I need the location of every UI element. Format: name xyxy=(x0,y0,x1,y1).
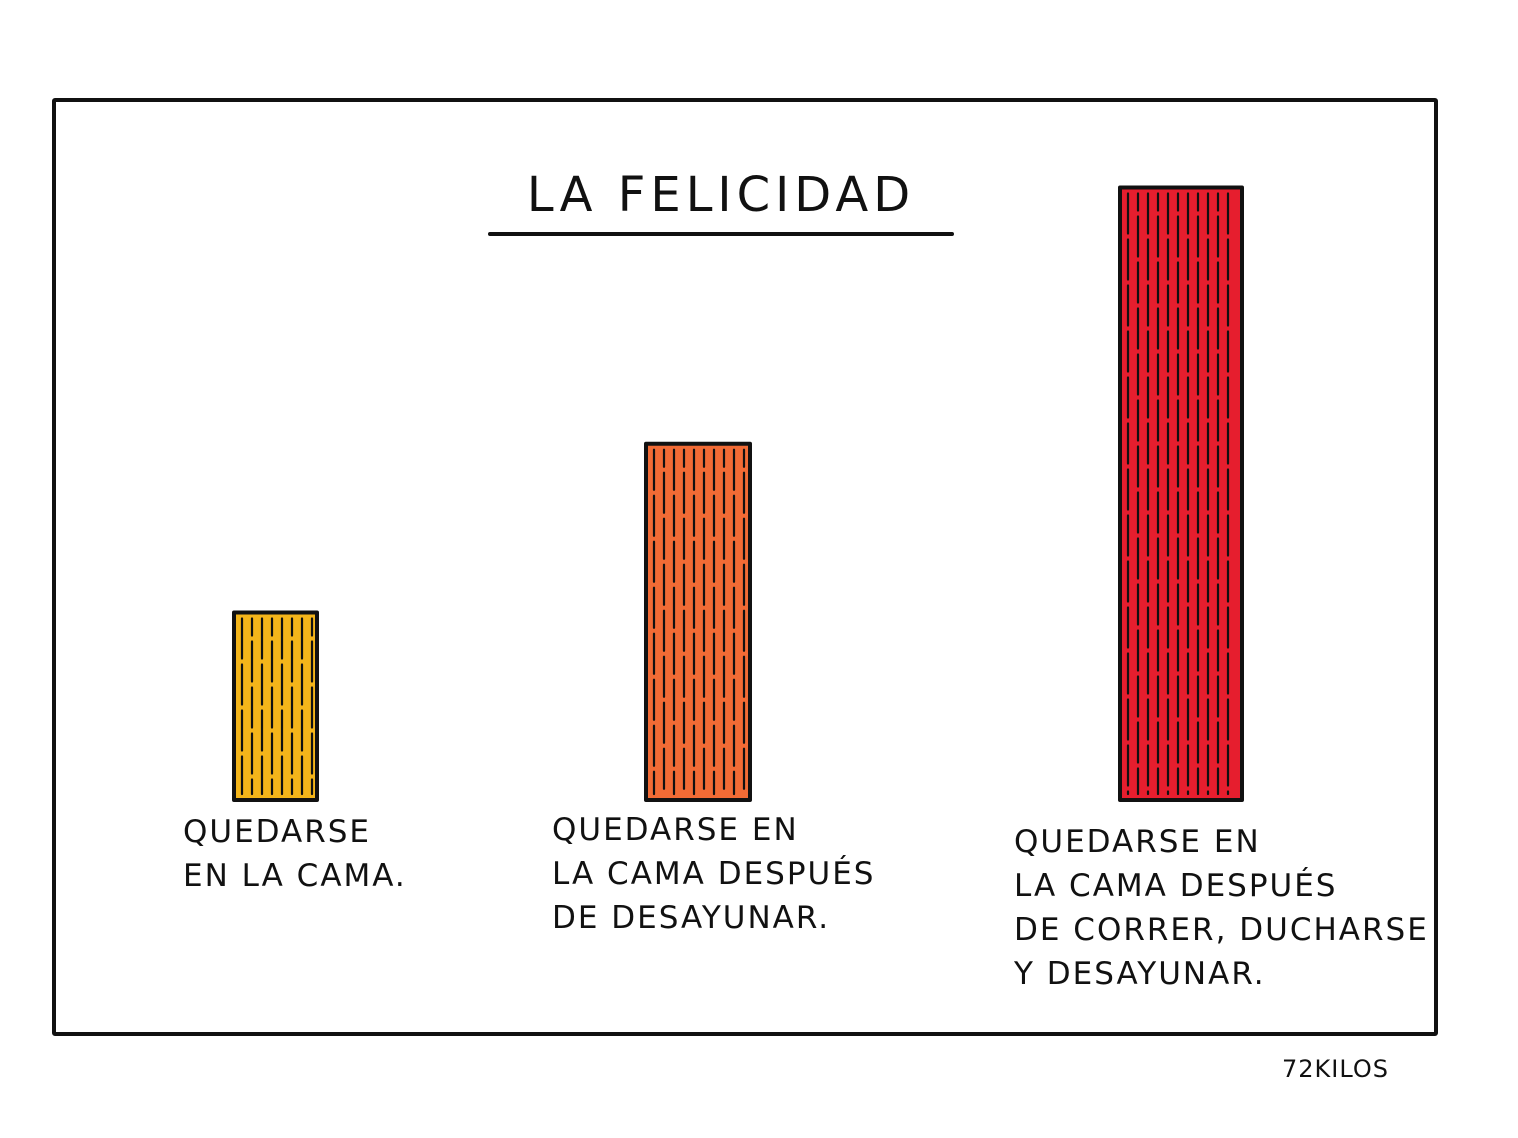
bar-despues-de-correr xyxy=(1118,185,1244,802)
artist-signature: 72KILOS xyxy=(1282,1055,1389,1083)
chart-title: LA FELICIDAD xyxy=(526,167,916,223)
bar-fill-despues-de-correr xyxy=(1118,185,1244,802)
bar-hatching-quedarse-en-la-cama xyxy=(240,617,314,796)
bar-hatching-despues-de-desayunar xyxy=(652,448,746,796)
bar-fill-quedarse-en-la-cama xyxy=(232,610,319,802)
bar-hatching-despues-de-correr xyxy=(1126,192,1230,796)
category-label-quedarse-en-la-cama: QUEDARSE EN LA CAMA. xyxy=(183,814,407,894)
bar-despues-de-desayunar xyxy=(644,441,752,802)
category-label-despues-de-desayunar: QUEDARSE EN LA CAMA DESPUÉS DE DESAYUNAR… xyxy=(552,812,876,936)
chart-frame xyxy=(52,98,1438,1036)
category-label-despues-de-correr: QUEDARSE EN LA CAMA DESPUÉS DE CORRER, D… xyxy=(1014,824,1429,992)
title-underline xyxy=(488,232,954,236)
bar-quedarse-en-la-cama xyxy=(232,610,319,802)
